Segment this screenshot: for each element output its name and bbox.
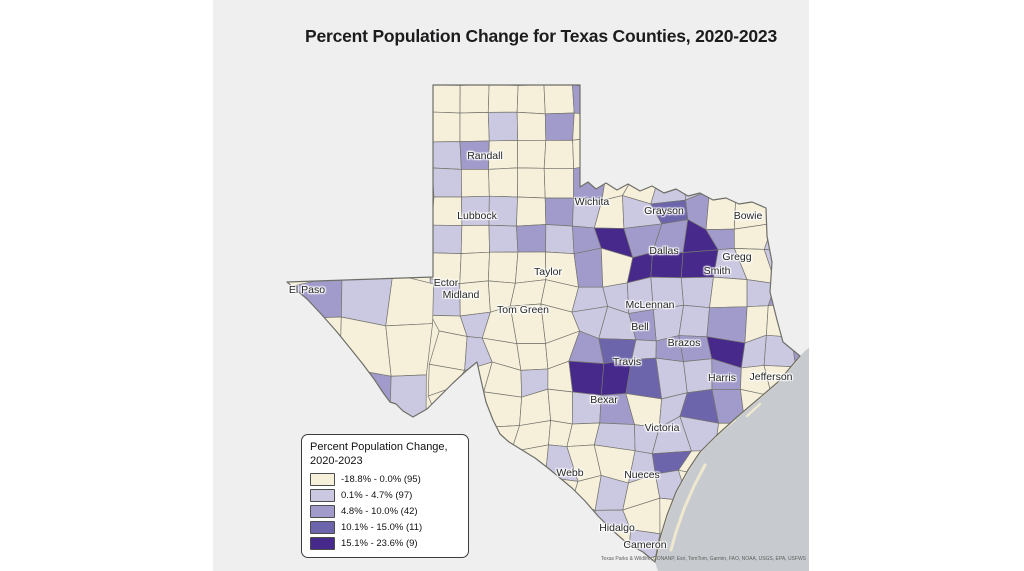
- county-label-harris: Harris: [708, 372, 736, 384]
- county-cell: [516, 343, 549, 371]
- legend-class-label: 4.8% - 10.0% (42): [341, 505, 418, 517]
- legend-row-4: 10.1% - 15.0% (11): [310, 520, 460, 534]
- county-label-jefferson: Jefferson: [749, 371, 793, 383]
- legend-swatch-icon: [310, 488, 335, 502]
- legend-title-line2: 2020-2023: [310, 454, 363, 467]
- legend-class-label: 15.1% - 23.6% (9): [341, 537, 418, 549]
- county-label-grayson: Grayson: [644, 205, 684, 217]
- county-cell: [544, 112, 575, 141]
- county-label-hidalgo: Hidalgo: [599, 522, 635, 534]
- county-label-midland: Midland: [442, 289, 480, 301]
- county-cell: [509, 279, 547, 307]
- county-label-travis: Travis: [612, 356, 642, 368]
- legend-rows: -18.8% - 0.0% (95) 0.1% - 4.7% (97) 4.8% -…: [310, 472, 460, 550]
- legend-class-label: -18.8% - 0.0% (95): [341, 473, 421, 485]
- legend-class-label: 0.1% - 4.7% (97): [341, 489, 413, 501]
- county-cell: [516, 196, 547, 227]
- county-label-ector: Ector: [433, 277, 459, 289]
- county-cell: [517, 167, 546, 199]
- legend-title: Percent Population Change, 2020-2023: [310, 441, 460, 469]
- legend-title-line1: Percent Population Change,: [310, 441, 448, 453]
- county-cell: [431, 167, 462, 198]
- county-cell: [516, 224, 547, 253]
- county-cell: [487, 111, 519, 142]
- county-cell: [568, 360, 605, 396]
- county-cell: [543, 167, 574, 199]
- county-label-gregg: Gregg: [722, 251, 752, 263]
- county-cell: [431, 141, 462, 170]
- county-label-taylor: Taylor: [533, 266, 563, 278]
- county-label-bell: Bell: [631, 321, 649, 333]
- county-label-smith: Smith: [703, 265, 731, 277]
- county-cell: [543, 85, 575, 115]
- county-label-bowie: Bowie: [733, 210, 763, 222]
- map-attribution: Texas Parks & Wildlife, CONANP, Esri, To…: [600, 556, 806, 562]
- legend-swatch-icon: [310, 504, 335, 518]
- county-cell: [487, 85, 519, 113]
- gulf-water: [655, 348, 809, 571]
- county-cell: [516, 85, 546, 115]
- legend-row-2: 0.1% - 4.7% (97): [310, 488, 460, 502]
- legend: Percent Population Change, 2020-2023 -18…: [301, 434, 469, 558]
- county-cell: [545, 224, 575, 255]
- county-label-nueces: Nueces: [624, 469, 660, 481]
- legend-swatch-icon: [310, 536, 335, 550]
- county-cell: [488, 224, 519, 253]
- county-cell: [460, 224, 490, 254]
- legend-row-1: -18.8% - 0.0% (95): [310, 472, 460, 486]
- county-cell: [544, 197, 574, 227]
- county-cell: [488, 167, 518, 198]
- county-cell: [431, 111, 461, 143]
- county-cell: [543, 139, 575, 169]
- county-label-victoria: Victoria: [644, 422, 680, 434]
- legend-row-5: 15.1% - 23.6% (9): [310, 536, 460, 550]
- county-cell: [459, 112, 490, 143]
- county-cell: [678, 304, 710, 338]
- county-cell: [459, 85, 490, 114]
- county-cell: [459, 251, 490, 285]
- county-cell: [547, 388, 573, 425]
- legend-row-3: 4.8% - 10.0% (42): [310, 504, 460, 518]
- county-cell: [517, 140, 547, 169]
- county-label-mclennan: McLennan: [625, 299, 675, 311]
- county-cell: [791, 336, 800, 368]
- padre-island: [669, 463, 707, 552]
- map-title: Percent Population Change for Texas Coun…: [304, 26, 778, 46]
- county-label-cameron: Cameron: [623, 539, 667, 551]
- county-label-lubbock: Lubbock: [457, 210, 497, 222]
- county-label-wichita: Wichita: [574, 196, 610, 208]
- county-cell: [385, 323, 434, 377]
- county-cell: [516, 111, 547, 141]
- county-label-el-paso: El Paso: [288, 284, 326, 296]
- county-cell: [461, 169, 490, 198]
- county-cell: [680, 276, 714, 309]
- county-cell: [431, 85, 461, 114]
- county-label-webb: Webb: [556, 467, 584, 479]
- county-cell: [655, 357, 688, 400]
- county-cell: [340, 273, 394, 327]
- galveston-island: [745, 402, 762, 418]
- county-label-tom-green: Tom Green: [497, 304, 549, 316]
- legend-swatch-icon: [310, 472, 335, 486]
- county-label-randall: Randall: [467, 150, 503, 162]
- legend-swatch-icon: [310, 520, 335, 534]
- county-cell: [487, 251, 519, 284]
- county-cell: [573, 247, 604, 288]
- legend-class-label: 10.1% - 15.0% (11): [341, 521, 423, 533]
- county-label-dallas: Dallas: [649, 245, 679, 257]
- texas-outline: [286, 84, 801, 563]
- county-label-brazos: Brazos: [667, 337, 701, 349]
- county-label-bexar: Bexar: [590, 394, 618, 406]
- county-cell: [431, 224, 463, 254]
- county-cell: [709, 276, 748, 309]
